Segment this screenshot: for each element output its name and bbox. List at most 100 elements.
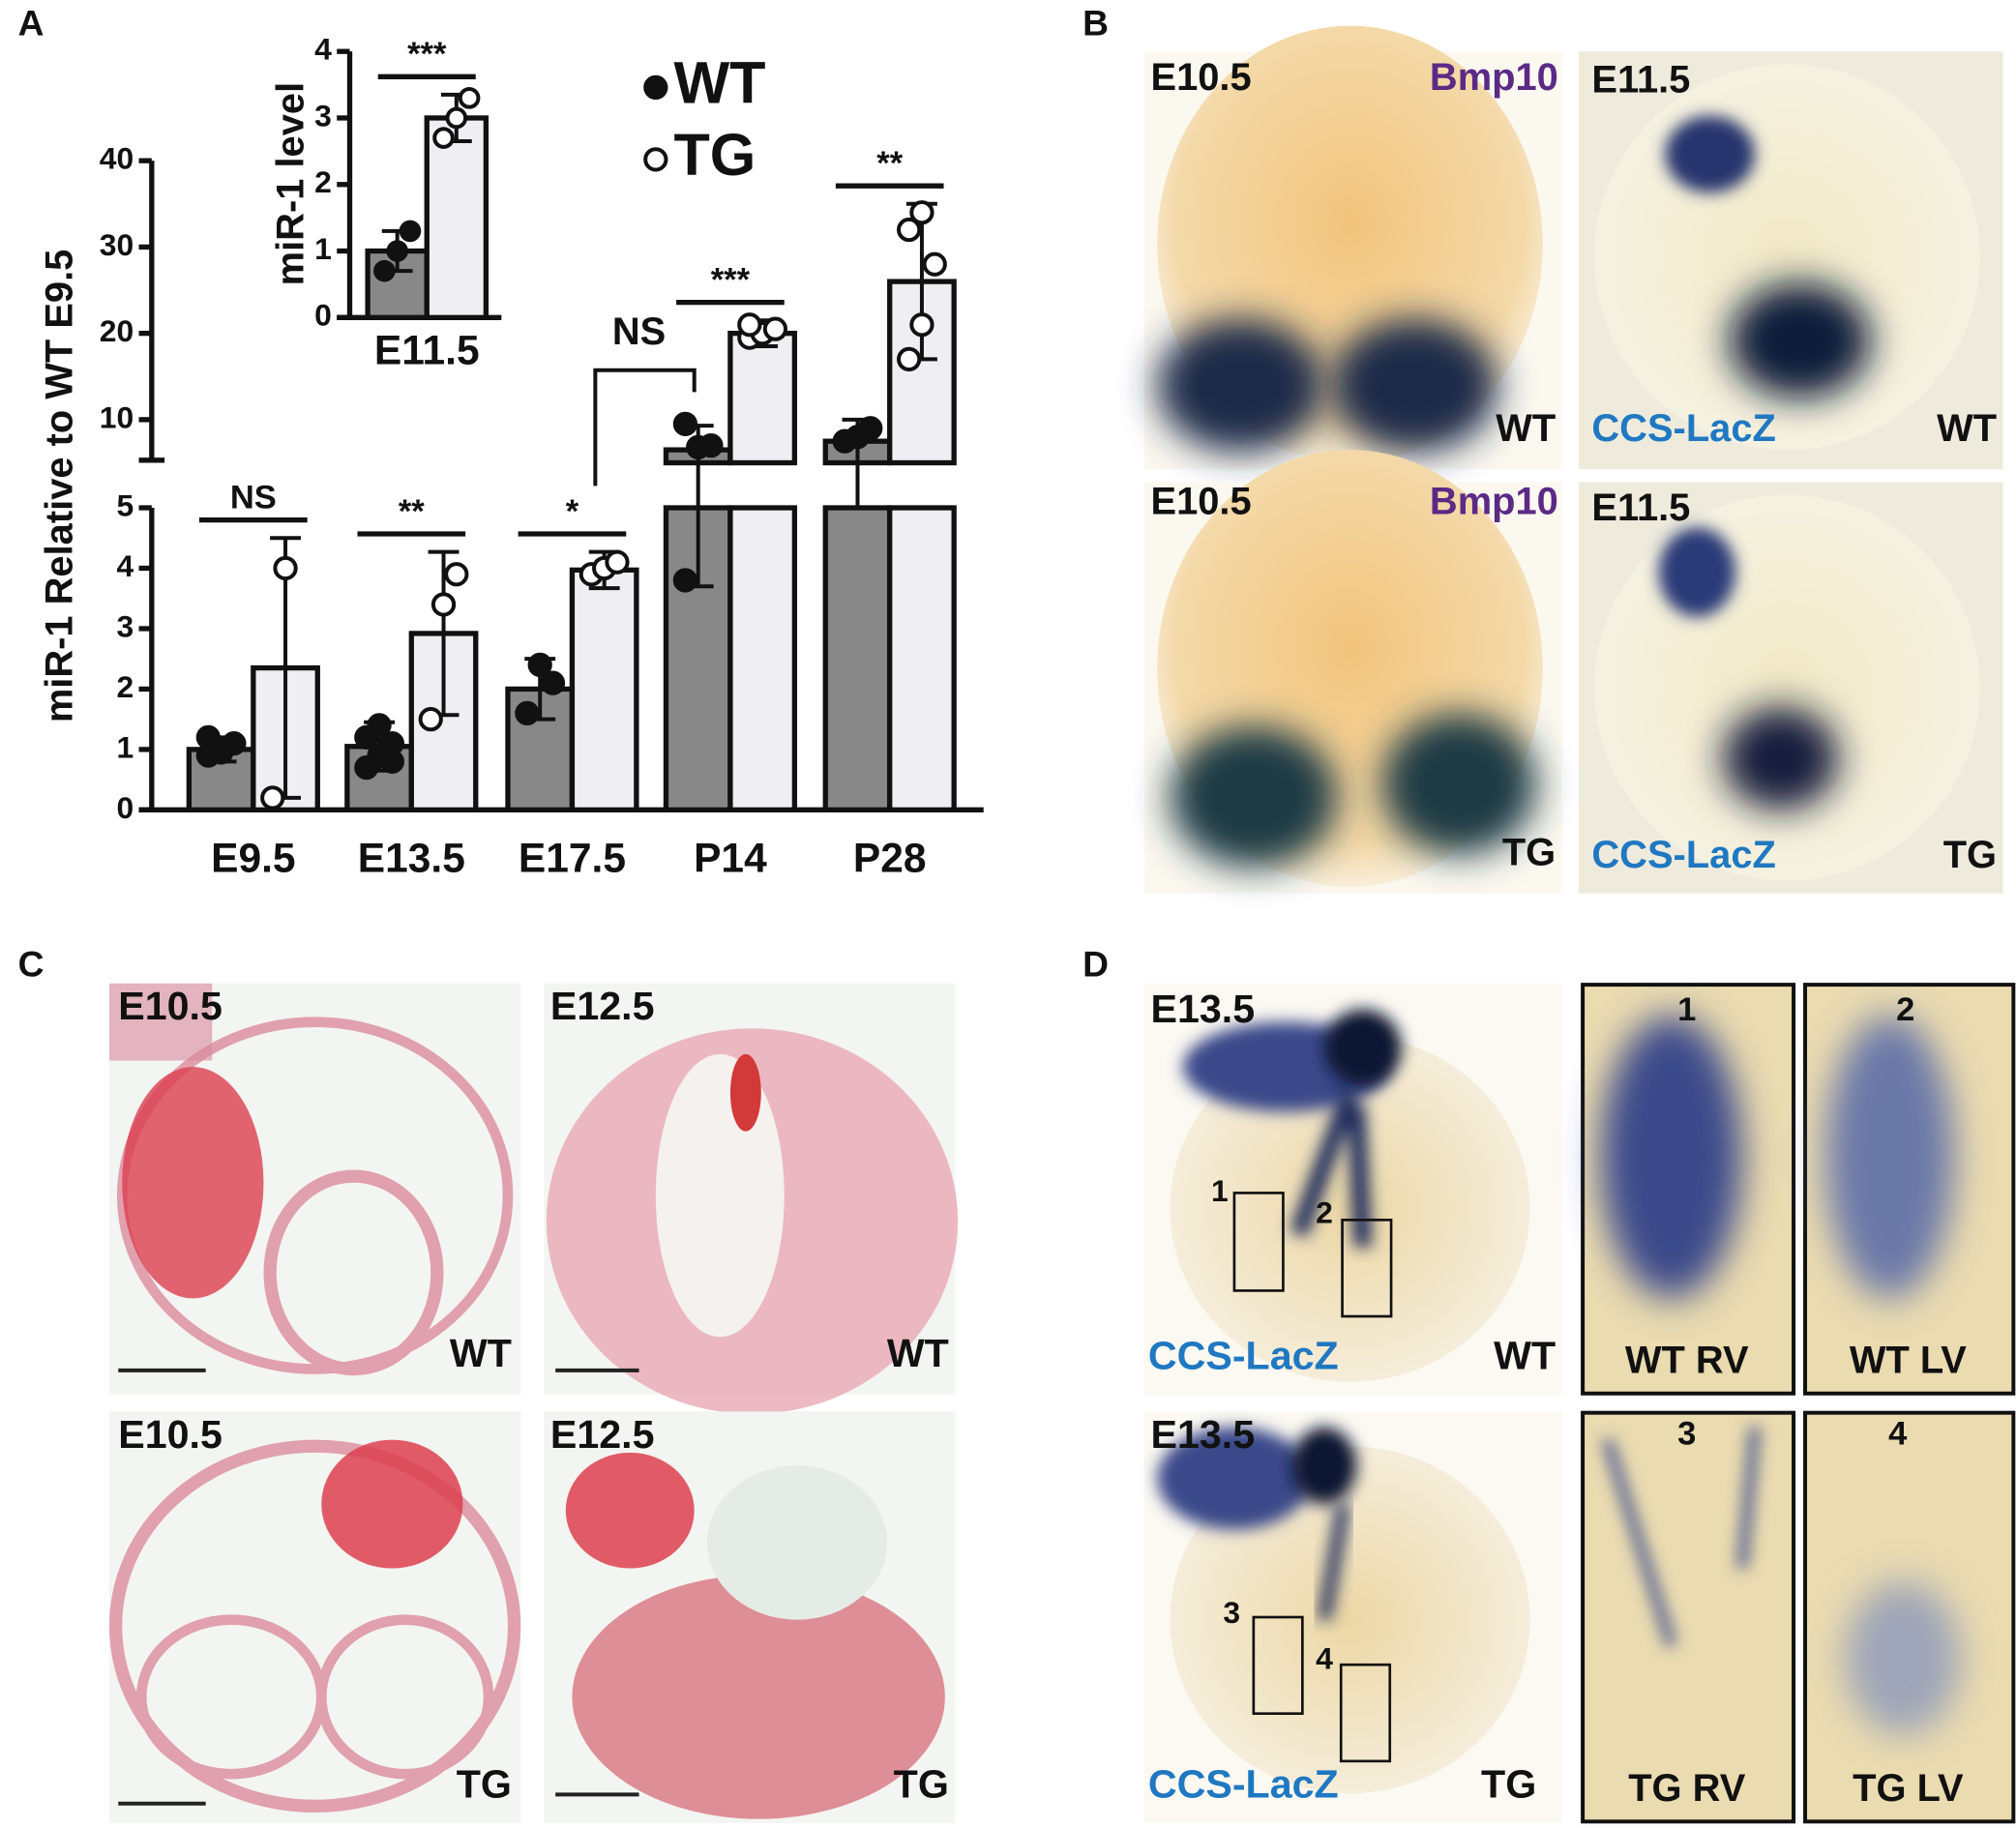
heart xyxy=(1170,1446,1530,1794)
marker-label: CCS-LacZ xyxy=(1591,834,1775,876)
data-point xyxy=(672,411,698,436)
tissue xyxy=(572,1575,945,1819)
marker-label: CCS-LacZ xyxy=(1591,407,1775,450)
x-tick-label: E11.5 xyxy=(374,328,480,374)
stain xyxy=(1291,1427,1357,1505)
stain xyxy=(1600,1015,1742,1299)
bracket xyxy=(593,368,697,486)
zoom-number: 3 xyxy=(1677,1416,1696,1453)
y-tick-label: 20 xyxy=(100,313,133,348)
stage-label: E13.5 xyxy=(1151,1412,1256,1457)
panel-c: E10.5 WT E12.5 WT E10.5 TG E12.5 TG xyxy=(108,983,959,1823)
data-point xyxy=(430,592,457,617)
marker-label: CCS-LacZ xyxy=(1148,1761,1339,1806)
data-point xyxy=(260,785,285,811)
stain xyxy=(1845,1580,1961,1736)
significance-label: *** xyxy=(407,36,447,73)
genotype-label: TG xyxy=(1481,1761,1536,1806)
stain xyxy=(1290,1089,1373,1248)
stain xyxy=(1729,282,1871,399)
data-point xyxy=(418,707,443,732)
tissue xyxy=(315,1614,494,1780)
stain xyxy=(1825,1015,1955,1299)
bar xyxy=(569,567,639,813)
region-box xyxy=(1339,1663,1392,1763)
y-tick-label: 10 xyxy=(100,399,133,434)
zoom-number: 1 xyxy=(1677,991,1696,1028)
significance-label: * xyxy=(566,493,579,530)
blood-cells xyxy=(729,1053,761,1132)
lumen xyxy=(706,1465,888,1620)
stain xyxy=(1157,318,1324,453)
data-point xyxy=(273,555,298,581)
data-point xyxy=(527,652,552,678)
zoom-label: WT RV xyxy=(1625,1339,1749,1381)
y-axis-label: miR-1 Relative to WT E9.5 xyxy=(38,250,80,723)
genotype-label: WT xyxy=(450,1331,512,1375)
genotype-label: TG xyxy=(1943,834,1997,876)
bar xyxy=(887,505,957,813)
data-point xyxy=(909,312,934,338)
y-tick-label: 3 xyxy=(314,98,332,133)
legend-label: WT xyxy=(673,50,765,116)
stain xyxy=(1658,526,1736,617)
y-tick-label: 5 xyxy=(116,487,133,522)
data-point xyxy=(762,316,788,341)
marker-label: CCS-LacZ xyxy=(1148,1334,1339,1378)
stain xyxy=(1170,725,1338,869)
stage-label: E12.5 xyxy=(550,984,655,1028)
x-tick-label: E13.5 xyxy=(358,836,465,882)
data-point xyxy=(444,562,469,587)
data-point xyxy=(909,200,934,225)
stain xyxy=(1602,1426,1761,1647)
stain xyxy=(1381,713,1537,855)
y-tick-label: 2 xyxy=(314,164,332,199)
zoom-number: 4 xyxy=(1888,1416,1908,1453)
panel-label: B xyxy=(1082,2,1109,43)
tissue xyxy=(116,1017,514,1374)
panel-label: A xyxy=(18,2,44,43)
bar xyxy=(822,505,893,813)
data-point xyxy=(458,87,481,109)
data-point xyxy=(605,549,630,575)
panel-d: E13.5 CCS-LacZ WT 1 2 E13.5 CCS-LacZ TG … xyxy=(1143,983,2016,1824)
legend-marker xyxy=(643,147,668,172)
y-tick-label: 0 xyxy=(116,790,133,825)
data-point xyxy=(373,259,396,282)
stage-label: E11.5 xyxy=(1591,59,1690,102)
data-point xyxy=(208,740,234,765)
stain xyxy=(1722,707,1839,811)
data-point xyxy=(858,416,883,441)
data-point xyxy=(432,127,455,149)
x-tick-label: E17.5 xyxy=(519,836,626,882)
stage-label: E11.5 xyxy=(1591,486,1690,529)
stage-label: E10.5 xyxy=(118,1412,222,1457)
stage-label: E10.5 xyxy=(118,984,222,1028)
region-box xyxy=(1252,1615,1304,1716)
genotype-label: TG xyxy=(1502,831,1556,873)
zoom-number: 2 xyxy=(1896,991,1914,1028)
bracket-label: NS xyxy=(612,310,666,353)
genotype-label: WT xyxy=(1496,407,1556,450)
data-point xyxy=(195,724,221,751)
x-tick-label: P14 xyxy=(694,836,767,882)
legend-label: TG xyxy=(673,122,756,188)
y-tick-label: 4 xyxy=(116,548,133,583)
blood-cells xyxy=(321,1439,463,1569)
stage-label: E13.5 xyxy=(1151,987,1256,1031)
tissue xyxy=(263,1169,444,1376)
y-axis-label: miR-1 level xyxy=(270,82,312,285)
data-point xyxy=(515,700,540,726)
heart xyxy=(1170,1034,1530,1382)
data-point xyxy=(922,251,947,277)
significance-label: *** xyxy=(711,262,751,299)
panel-label: D xyxy=(1082,943,1109,984)
stain xyxy=(1318,1502,1350,1621)
bar xyxy=(727,505,798,813)
marker-label: Bmp10 xyxy=(1430,481,1558,523)
stage-label: E10.5 xyxy=(1151,481,1252,523)
significance-label: ** xyxy=(876,145,903,182)
